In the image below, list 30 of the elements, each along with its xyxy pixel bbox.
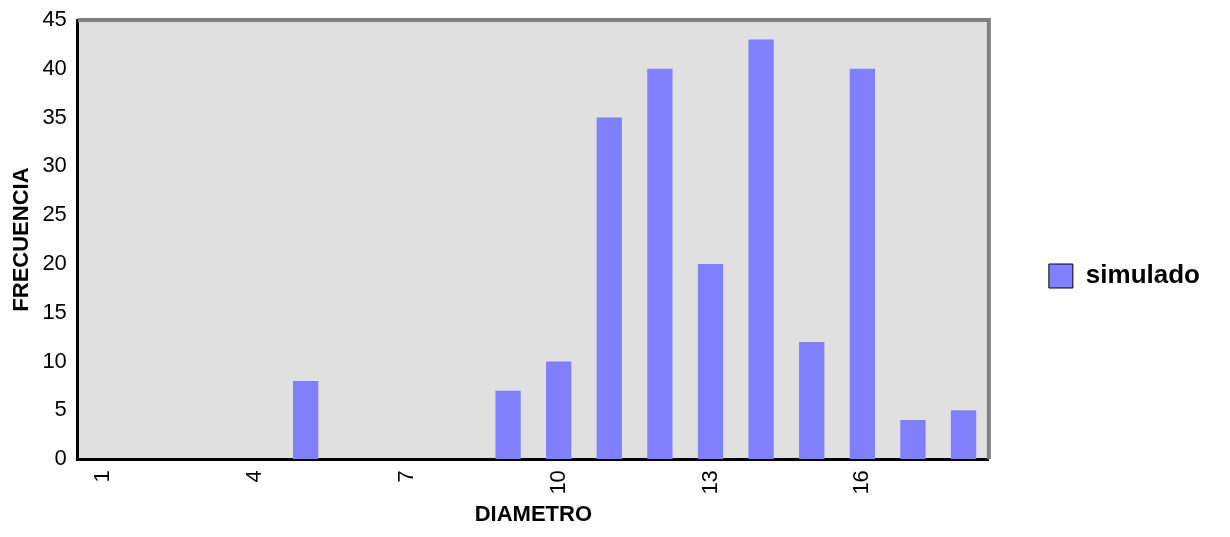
x-tick-label: 16 (848, 470, 874, 495)
y-tick-label: 40 (42, 54, 67, 80)
y-tick-label: 25 (42, 201, 67, 227)
bar (292, 381, 319, 460)
y-tick-label: 30 (42, 152, 67, 178)
bar (748, 39, 774, 460)
bar (546, 361, 572, 460)
y-tick-label: 15 (42, 298, 67, 324)
y-tick-label: 10 (42, 347, 67, 373)
y-tick-label: 20 (42, 250, 67, 276)
bar (950, 410, 977, 460)
y-tick-label: 5 (54, 396, 67, 422)
x-axis-title: DIAMETRO (474, 500, 593, 526)
x-tick-label: 1 (89, 470, 115, 483)
bar (697, 263, 724, 460)
legend-label: simulado (1085, 259, 1201, 290)
x-tick-label: 13 (696, 470, 722, 495)
y-tick-label: 0 (54, 445, 67, 471)
bar (849, 68, 875, 460)
y-axis-title: FRECUENCIA (8, 167, 34, 312)
bar (799, 342, 825, 460)
x-tick-label: 4 (241, 470, 267, 483)
bar (596, 117, 622, 460)
y-tick-label: 35 (42, 103, 67, 129)
bar (900, 420, 926, 460)
bar (647, 68, 673, 460)
x-tick-label: 10 (544, 470, 570, 495)
bar (495, 390, 521, 460)
y-tick-label: 45 (42, 6, 67, 32)
x-tick-label: 7 (392, 470, 418, 483)
